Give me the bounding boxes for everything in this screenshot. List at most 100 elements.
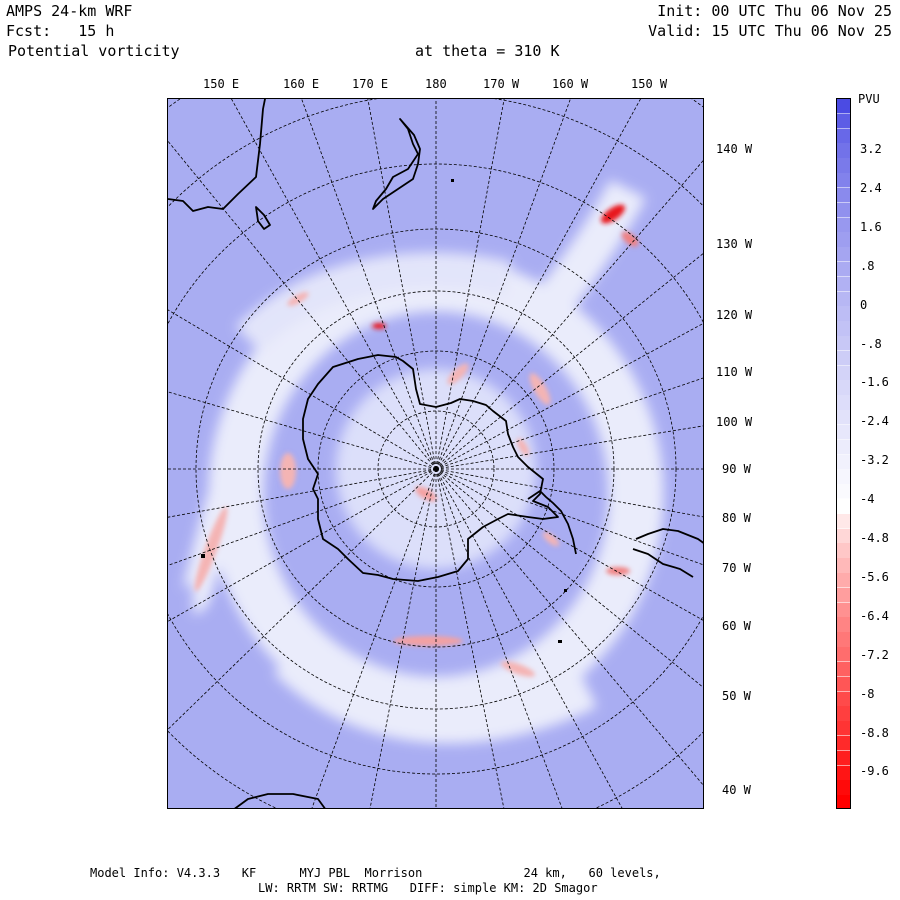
pv-map <box>167 98 704 809</box>
model-title: AMPS 24-km WRF <box>6 2 133 20</box>
colorbar-segment <box>837 780 850 796</box>
colorbar-segment <box>837 365 850 381</box>
colorbar-tick-label: 1.6 <box>860 219 882 234</box>
lon-label-170e: 170 E <box>352 77 389 91</box>
colorbar-segment <box>837 498 850 515</box>
colorbar-tick-label: -5.6 <box>860 569 889 584</box>
colorbar-segment <box>837 247 850 263</box>
colorbar-segment <box>837 661 850 678</box>
colorbar-segment <box>837 380 850 396</box>
colorbar-segment <box>837 158 850 174</box>
colorbar-segment <box>837 795 850 808</box>
lon-label-170w: 170 W <box>483 77 520 91</box>
colorbar-tick-label: -8 <box>860 686 875 701</box>
antarctica-coast <box>302 354 559 582</box>
colorbar-tick-label: -4 <box>860 492 875 507</box>
colorbar-segment <box>837 143 850 159</box>
colorbar-segment <box>837 232 850 248</box>
colorbar-segment <box>837 543 850 559</box>
colorbar-segment <box>837 573 850 589</box>
new-zealand-coast <box>372 118 421 210</box>
colorbar-segment <box>837 484 850 500</box>
colorbar-unit: PVU <box>858 92 880 106</box>
lon-label-180: 180 <box>425 77 447 91</box>
colorbar-segment <box>837 647 850 663</box>
colorbar-segment <box>837 469 850 485</box>
colorbar-tick-label: 0 <box>860 297 868 312</box>
tierra-del-fuego-coast <box>632 548 694 578</box>
colorbar-segment <box>837 217 850 233</box>
colorbar-tick-label: -3.2 <box>860 453 889 468</box>
colorbar-tick-label: -1.6 <box>860 375 889 390</box>
lon-label-120w: 120 W <box>716 308 753 322</box>
lon-label-160w: 160 W <box>552 77 589 91</box>
model-info-line1: Model Info: V4.3.3 KF MYJ PBL Morrison 2… <box>90 866 661 880</box>
colorbar-segment <box>837 617 850 633</box>
colorbar-segment <box>837 513 850 530</box>
colorbar-tick-label: .8 <box>860 258 875 273</box>
lon-label-40w: 40 W <box>722 783 751 797</box>
forecast-hour: Fcst: 15 h <box>6 22 115 40</box>
colorbar-segment <box>837 424 850 441</box>
colorbar-tick-label: 2.4 <box>860 180 882 195</box>
colorbar-tick-label: -9.6 <box>860 764 889 779</box>
islands <box>201 179 567 643</box>
colorbar-segment <box>837 113 850 130</box>
tasmania-coast <box>255 206 271 230</box>
model-info-line2: LW: RRTM SW: RRTMG DIFF: simple KM: 2D S… <box>258 881 598 895</box>
colorbar-segment <box>837 306 850 322</box>
colorbar <box>836 98 851 809</box>
colorbar-tick-label: -8.8 <box>860 725 889 740</box>
lon-label-160e: 160 E <box>283 77 320 91</box>
negative-pv-features <box>194 204 639 677</box>
colorbar-segment <box>837 336 850 352</box>
colorbar-tick-label: -6.4 <box>860 608 889 623</box>
colorbar-segment <box>837 721 850 737</box>
lon-label-130w: 130 W <box>716 237 753 251</box>
colorbar-segment <box>837 321 850 337</box>
colorbar-segment <box>837 632 850 648</box>
colorbar-segment <box>837 276 850 293</box>
colorbar-tick-label: 3.2 <box>860 142 882 156</box>
colorbar-segment <box>837 410 850 426</box>
lon-label-110w: 110 W <box>716 365 753 379</box>
lon-label-150e: 150 E <box>203 77 240 91</box>
colorbar-segment <box>837 454 850 470</box>
lon-label-100w: 100 W <box>716 415 753 429</box>
colorbar-segment <box>837 128 850 144</box>
field-name: Potential vorticity <box>8 42 180 60</box>
colorbar-segment <box>837 558 850 574</box>
south-america-coast <box>635 528 703 544</box>
colorbar-tick-label: -4.8 <box>860 531 889 545</box>
colorbar-segment <box>837 691 850 707</box>
colorbar-segment <box>837 350 850 367</box>
theta-level: at theta = 310 K <box>415 42 560 60</box>
coastlines <box>168 99 703 808</box>
meridians <box>168 99 703 808</box>
australia-coast <box>168 99 266 212</box>
colorbar-segment <box>837 261 850 278</box>
valid-time: Valid: 15 UTC Thu 06 Nov 25 <box>648 22 892 40</box>
lon-label-150w: 150 W <box>631 77 668 91</box>
colorbar-segment <box>837 439 850 455</box>
colorbar-segment <box>837 99 850 115</box>
colorbar-tick-label: -2.4 <box>860 414 889 429</box>
colorbar-segment <box>837 291 850 307</box>
southern-africa-coast <box>234 793 326 808</box>
colorbar-segment <box>837 676 850 692</box>
colorbar-tick-label: -7.2 <box>860 647 889 662</box>
colorbar-tick-label: -.8 <box>860 336 882 351</box>
antarctic-peninsula-coast <box>527 490 577 555</box>
init-time: Init: 00 UTC Thu 06 Nov 25 <box>657 2 892 20</box>
lon-label-60w: 60 W <box>722 619 751 633</box>
colorbar-segment <box>837 395 850 411</box>
colorbar-segment <box>837 602 850 618</box>
colorbar-segment <box>837 735 850 752</box>
colorbar-segment <box>837 587 850 604</box>
colorbar-segment <box>837 528 850 544</box>
colorbar-segment <box>837 173 850 189</box>
pv-field-svg <box>168 99 703 808</box>
colorbar-segment <box>837 765 850 781</box>
lon-label-90w: 90 W <box>722 462 751 476</box>
lon-label-80w: 80 W <box>722 511 751 525</box>
